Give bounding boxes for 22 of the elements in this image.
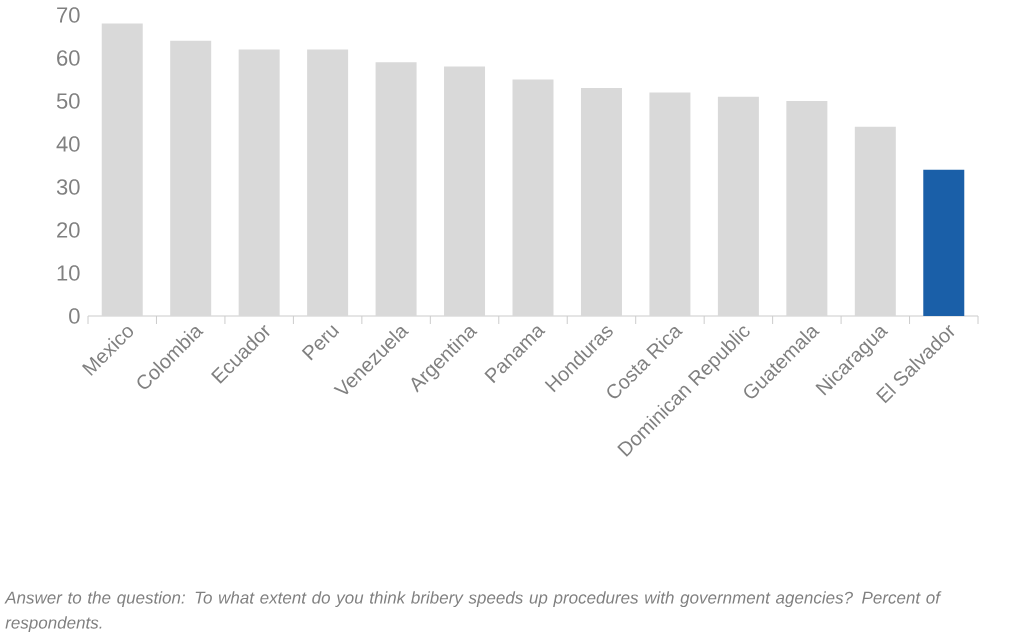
bar bbox=[923, 169, 965, 316]
bar bbox=[649, 92, 691, 316]
y-tick-label: 60 bbox=[57, 50, 80, 66]
bar bbox=[101, 23, 143, 316]
bar bbox=[307, 49, 349, 316]
bar bbox=[786, 101, 828, 316]
y-tick-label: 10 bbox=[57, 265, 80, 281]
bar bbox=[444, 66, 486, 316]
y-tick-label: 30 bbox=[56, 179, 80, 195]
bar bbox=[580, 88, 622, 316]
text: Answer to the question: To what extent do you think bribery speeds up procedures with government agencies? Percent of respondents. bbox=[4, 591, 942, 633]
y-tick-label: 70 bbox=[57, 7, 80, 23]
bar bbox=[375, 62, 417, 316]
y-tick-label: 50 bbox=[56, 93, 80, 109]
bar bbox=[854, 126, 896, 316]
bar bbox=[238, 49, 280, 316]
bar bbox=[170, 40, 212, 316]
bar bbox=[717, 96, 759, 316]
y-tick-label: 20 bbox=[57, 222, 80, 238]
y-tick-label: 0 bbox=[69, 308, 80, 324]
y-tick-label: 40 bbox=[56, 136, 80, 152]
bar bbox=[512, 79, 554, 316]
